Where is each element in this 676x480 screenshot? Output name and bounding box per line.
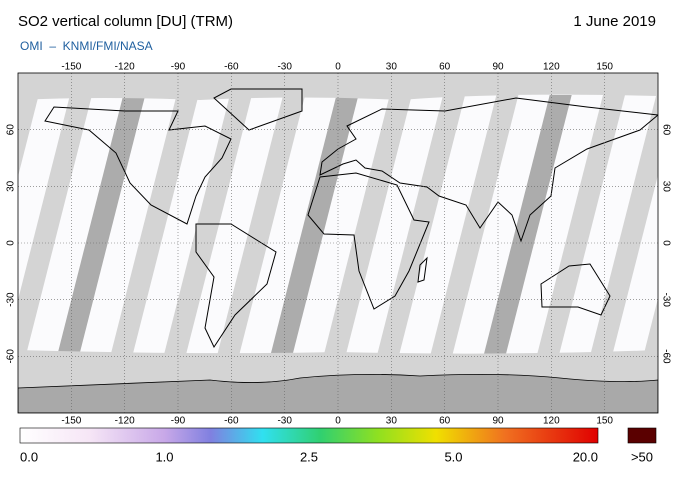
lat-tick-label-right: -30 bbox=[660, 292, 671, 307]
lat-tick-label-right: -60 bbox=[660, 349, 671, 364]
orbit-gaps bbox=[18, 95, 658, 355]
colorbar-label: 20.0 bbox=[573, 449, 598, 464]
colorbar-label: 2.5 bbox=[300, 449, 318, 464]
overflow-label: >50 bbox=[631, 449, 653, 464]
lon-tick-label-bottom: -60 bbox=[224, 416, 239, 427]
lon-tick-label-top: -120 bbox=[115, 62, 135, 73]
lon-tick-label-bottom: 60 bbox=[439, 416, 451, 427]
lon-tick-label-top: -90 bbox=[171, 62, 186, 73]
lat-tick-label-right: 60 bbox=[660, 124, 671, 136]
madagascar bbox=[417, 256, 428, 283]
lat-tick-label-right: 30 bbox=[660, 181, 671, 193]
orbit-swath bbox=[323, 95, 412, 355]
colorbar bbox=[19, 427, 599, 444]
lon-tick-label-top: -150 bbox=[61, 62, 81, 73]
lon-tick-label-top: 90 bbox=[492, 62, 504, 73]
date: 1 June 2019 bbox=[573, 13, 656, 30]
orbit-swath bbox=[430, 95, 519, 355]
orbit-swath bbox=[217, 95, 306, 355]
australia bbox=[540, 263, 611, 316]
greenland bbox=[213, 88, 303, 131]
orbit-swath bbox=[163, 95, 252, 355]
orbit-swath bbox=[377, 95, 466, 355]
lon-tick-label-bottom: -30 bbox=[277, 416, 292, 427]
lon-tick-label-bottom: 150 bbox=[596, 416, 613, 427]
north-america bbox=[44, 106, 232, 225]
orbit-swath bbox=[537, 95, 625, 355]
orbit-swath bbox=[483, 95, 572, 355]
lon-tick-label-top: 120 bbox=[543, 62, 560, 73]
africa bbox=[307, 172, 430, 310]
lon-tick-label-bottom: -90 bbox=[171, 416, 186, 427]
lon-tick-label-top: 0 bbox=[335, 62, 341, 73]
colorbar-label: 1.0 bbox=[155, 449, 173, 464]
lon-tick-label-bottom: 90 bbox=[492, 416, 504, 427]
colorbar-overflow bbox=[627, 427, 657, 444]
lat-tick-label-left: 0 bbox=[6, 240, 17, 246]
orbit-swath bbox=[18, 95, 39, 177]
colorbar-label: 5.0 bbox=[444, 449, 462, 464]
lon-tick-label-bottom: -150 bbox=[61, 416, 81, 427]
map-frame bbox=[17, 72, 659, 414]
lat-tick-label-left: -30 bbox=[6, 292, 17, 307]
orbit-swath bbox=[590, 95, 658, 355]
orbit-swath bbox=[110, 95, 199, 355]
source: OMI – KNMI/FMI/NASA bbox=[20, 39, 153, 53]
lat-tick-label-left: 30 bbox=[6, 180, 17, 192]
lat-tick-label-left: 60 bbox=[6, 124, 17, 136]
orbit-swath bbox=[18, 95, 92, 355]
colorbar-label: 0.0 bbox=[20, 449, 38, 464]
orbit-swath bbox=[270, 95, 359, 355]
eurasia bbox=[319, 97, 658, 243]
orbit-swath bbox=[57, 95, 146, 355]
lon-tick-label-top: 150 bbox=[596, 62, 613, 73]
lat-tick-label-left: -60 bbox=[6, 349, 17, 364]
lon-tick-label-top: 30 bbox=[386, 62, 398, 73]
lat-tick-label-right: 0 bbox=[660, 240, 671, 246]
lon-tick-label-top: 60 bbox=[439, 62, 451, 73]
lon-tick-label-bottom: -120 bbox=[115, 416, 135, 427]
title: SO2 vertical column [DU] (TRM) bbox=[18, 13, 233, 30]
map-area bbox=[18, 73, 658, 413]
south-america bbox=[195, 223, 277, 349]
orbit-swath bbox=[643, 298, 658, 355]
lon-tick-label-bottom: 30 bbox=[386, 416, 398, 427]
lon-tick-label-bottom: 0 bbox=[335, 416, 341, 427]
lon-tick-label-top: -30 bbox=[277, 62, 292, 73]
lon-tick-label-top: -60 bbox=[224, 62, 239, 73]
lon-tick-label-bottom: 120 bbox=[543, 416, 560, 427]
